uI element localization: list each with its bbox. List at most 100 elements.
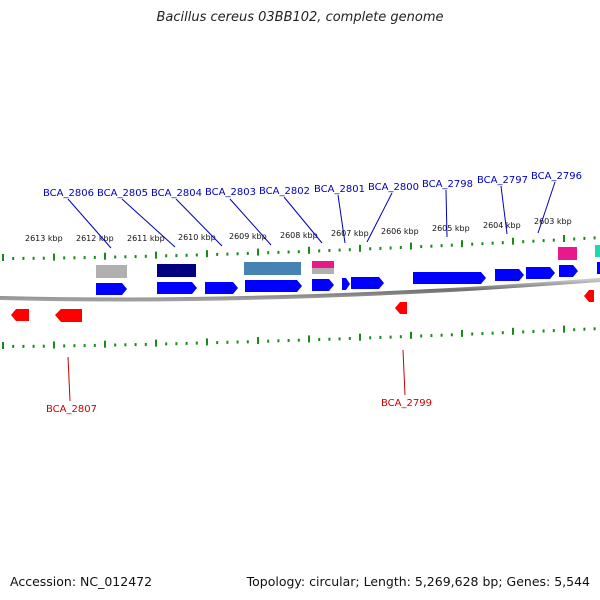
tick-mark [563,235,565,242]
feature-block[interactable] [595,245,600,257]
gene-label[interactable]: BCA_2797 [477,175,528,186]
feature-block[interactable] [312,268,334,274]
forward-gene-arrow[interactable] [413,272,486,284]
forward-gene-arrow[interactable] [526,267,555,279]
tick-mark [226,340,229,344]
gene-label[interactable]: BCA_2801 [314,184,365,195]
feature-block[interactable] [96,265,127,278]
tick-mark [83,344,86,348]
tick-mark [471,242,474,246]
gene-label[interactable]: BCA_2796 [531,171,582,182]
gene-label[interactable]: BCA_2802 [259,186,310,197]
tick-mark [399,246,402,249]
tick-mark [542,329,545,333]
leader-line [500,185,508,235]
feature-block[interactable] [558,247,577,260]
gene-label[interactable]: BCA_2806 [43,188,94,199]
forward-gene-arrow[interactable] [96,283,127,295]
kbp-label: 2609 kbp [229,232,267,241]
kbp-label: 2606 kbp [381,227,419,236]
kbp-label: 2613 kbp [25,234,63,243]
tick-mark [124,255,127,259]
tick-mark [348,337,351,340]
tick-mark [593,327,596,331]
gene-label[interactable]: BCA_2807 [46,404,97,415]
tick-mark [42,344,45,348]
forward-gene-arrow[interactable] [205,282,238,294]
tick-mark [389,335,392,339]
reverse-gene-arrow[interactable] [11,309,29,321]
tick-mark [104,340,106,348]
kbp-labels: 2613 kbp 2612 kbp 2611 kbp 2610 kbp 2609… [25,217,572,243]
forward-gene-arrow[interactable] [157,282,197,294]
reverse-leader-lines [67,349,406,402]
feature-block[interactable] [157,264,196,277]
forward-gene-arrow[interactable] [351,277,384,289]
tick-mark [501,241,504,245]
gene-label[interactable]: BCA_2803 [205,187,256,198]
tick-mark [318,249,321,253]
tick-mark [134,255,137,259]
tick-mark [114,255,117,259]
tick-mark [563,325,565,333]
forward-gene-arrow[interactable] [559,265,578,277]
tick-mark [93,343,96,347]
tick-mark [338,248,341,252]
tick-mark [165,342,168,346]
tick-mark [379,246,382,250]
tick-mark [471,332,474,336]
tick-mark [144,342,147,346]
tick-mark [481,332,484,336]
tick-mark [236,340,239,344]
tick-mark [440,244,443,248]
forward-gene-arrow[interactable] [342,278,350,290]
tick-mark [552,238,555,242]
tick-mark [124,343,127,347]
leader-line [67,356,71,402]
tick-mark [430,334,433,338]
tick-mark [32,256,35,260]
forward-gene-arrow[interactable] [597,262,600,274]
tick-mark [318,338,321,341]
tick-mark [134,343,137,347]
tick-mark [583,327,586,331]
tick-mark [308,335,310,343]
tick-mark [206,250,208,258]
tick-mark [42,256,45,260]
reverse-gene-arrow[interactable] [55,309,82,322]
feature-block[interactable] [312,261,334,268]
forward-gene-arrow[interactable] [245,280,302,292]
forward-gene-arrow[interactable] [312,279,334,291]
feature-block[interactable] [244,262,301,275]
reverse-gene-arrow[interactable] [395,302,407,314]
gene-label[interactable]: BCA_2798 [422,179,473,190]
tick-mark [206,338,208,346]
tick-mark [440,333,443,337]
kbp-label: 2607 kbp [331,229,369,238]
tick-mark [73,344,76,348]
tick-mark [226,252,229,256]
map-title: Bacillus cereus 03BB102, complete genome [156,10,444,25]
leader-line [175,198,223,247]
tick-mark [83,256,86,260]
tick-mark [420,334,423,338]
tick-mark [216,341,219,345]
reverse-gene-arrow[interactable] [584,290,594,302]
tick-mark [104,252,106,260]
tick-mark [491,331,494,335]
tick-mark [308,246,310,254]
leader-line [366,192,393,243]
gene-label[interactable]: BCA_2804 [151,188,202,199]
tick-mark [22,256,25,260]
tick-mark [287,250,290,254]
forward-gene-arrow[interactable] [495,269,524,281]
gene-label[interactable]: BCA_2800 [368,182,419,193]
gene-label[interactable]: BCA_2799 [381,398,432,409]
tick-mark [573,237,576,241]
tick-mark [287,339,290,342]
tick-mark [461,329,463,337]
tick-mark [195,341,198,345]
gene-label[interactable]: BCA_2805 [97,188,148,199]
tick-mark [461,240,463,248]
tick-mark [185,341,188,345]
